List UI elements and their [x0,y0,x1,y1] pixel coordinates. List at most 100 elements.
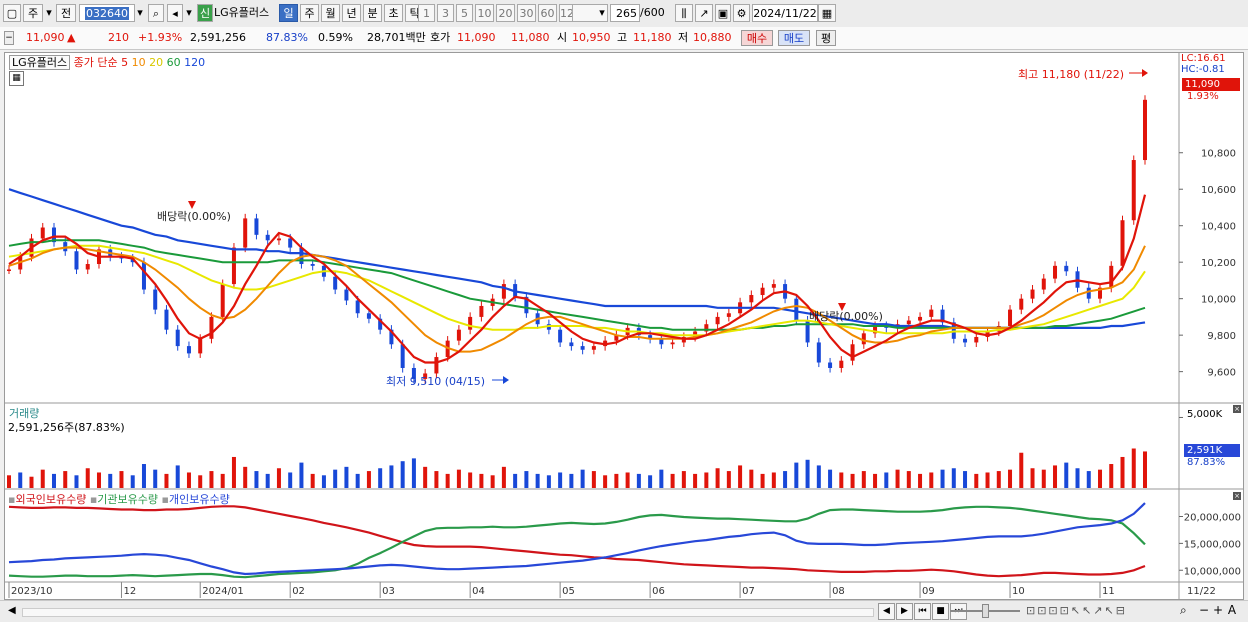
lc-label: LC:16.61 [1181,53,1226,64]
volume-bar [704,472,709,488]
volume-bar [794,462,799,488]
period-tab-4[interactable]: 분 [363,4,382,22]
candle-body [1131,160,1136,221]
minute-tab-30[interactable]: 30 [517,4,536,22]
volume-bar [839,472,844,488]
quote-low: 10,880 [693,31,732,44]
legend-stock-name[interactable]: LG유플러스 [9,55,71,70]
dividend-marker-1 [188,201,196,209]
candle-body [141,262,146,290]
chart-area: 9,600 9,800 10,000 10,200 10,400 10,600 10,800… [4,52,1244,600]
minute-tab-60[interactable]: 60 [538,4,557,22]
holdings-series-0 [8,505,1146,578]
horizontal-scrollbar[interactable] [22,608,874,617]
minute-tab-3[interactable]: 3 [437,4,454,22]
volume-bar [411,458,416,488]
nav-button-0[interactable]: ◀ [878,603,895,620]
candle-body [40,227,45,239]
window-menu-icon[interactable]: ▢ [3,4,21,22]
ma-legend-10[interactable]: 10 [128,56,146,69]
volume-bar [816,465,821,488]
nav-button-3[interactable]: ■ [932,603,949,620]
interval-select[interactable] [572,4,608,22]
moving-average-ma10 [8,245,1146,353]
candle-body [231,247,236,285]
price-ytick-label: 10,400 [1201,222,1236,233]
holdings-legend-1[interactable]: 기관보유수량 [97,493,162,506]
period-tab-1[interactable]: 주 [300,4,319,22]
grid-toggle-icon[interactable]: ▦ [9,71,24,86]
calendar-icon[interactable]: ▦ [818,4,836,22]
drawing-tools-icon[interactable]: ⊡⊡⊡⊡↖↖↗↖⊟ [1026,604,1127,617]
minute-tab-10[interactable]: 10 [475,4,494,22]
period-tab-2[interactable]: 월 [321,4,340,22]
minute-tab-1[interactable]: 1 [418,4,435,22]
scroll-left-icon[interactable]: ◀ [8,605,16,616]
settings-gear-icon[interactable]: ⚙ [733,4,750,22]
market-select[interactable]: 주 [23,4,43,22]
volume-close-icon[interactable]: × [1233,405,1241,413]
volume-bar [400,461,405,488]
ma-legend-20[interactable]: 20 [145,56,164,69]
candle-body [243,218,248,248]
period-tab-0[interactable]: 일 [279,4,298,22]
ma-legend-60[interactable]: 60 [163,56,181,69]
expand-icon[interactable]: − [4,31,14,45]
search-icon[interactable]: ⌕ [148,4,164,22]
date-input[interactable]: 2024/11/22 [752,4,818,22]
ma-legend-120[interactable]: 120 [180,56,206,69]
zoom-search-icon[interactable]: ⌕ [1180,603,1187,617]
volume-bar [276,468,281,488]
candle-body [569,342,574,347]
nav-button-1[interactable]: ▶ [896,603,913,620]
nav-button-2[interactable]: ⏮ [914,603,931,620]
code-dropdown-icon[interactable]: ▾ [137,6,143,19]
interval-dropdown-icon[interactable]: ▾ [599,6,605,19]
zoom-button-2[interactable]: A [1227,603,1237,617]
sell-button[interactable]: 매도 [778,30,810,46]
speaker-icon[interactable]: ◂ [167,4,183,22]
candle-body [974,336,979,343]
holdings-legend-0[interactable]: 외국인보유수량 [15,493,90,506]
volume-bar [1019,452,1024,488]
legend-close-label: 종가 단순 [73,56,118,69]
stock-code-input[interactable]: 032640 [79,4,135,22]
minute-tab-20[interactable]: 20 [496,4,515,22]
save-icon[interactable]: ▣ [715,4,731,22]
speaker-dropdown-icon[interactable]: ▾ [186,6,192,19]
volume-bar [243,466,248,488]
holdings-series-1 [8,505,1146,579]
zoom-slider-handle[interactable] [982,604,989,618]
draw-tool-icon[interactable]: ↗ [695,4,713,22]
candle-body [906,320,911,325]
zoom-button-1[interactable]: + [1212,603,1224,617]
candle-body [164,309,169,330]
candle-body [456,329,461,341]
dropdown-arrow-icon[interactable]: ▾ [46,6,52,19]
holdings-close-icon[interactable]: × [1233,492,1241,500]
volume-bar [1109,464,1114,488]
period-tab-3[interactable]: 년 [342,4,361,22]
price-ytick-label: 9,800 [1207,331,1236,342]
candle-body [1086,287,1091,299]
volume-bar [74,475,79,488]
eval-button[interactable]: 평 [816,30,836,46]
volume-bar [906,471,911,488]
candle-body [659,338,664,345]
volume-bar [344,466,349,488]
zoom-button-0[interactable]: − [1198,603,1210,617]
volume-bar [389,465,394,488]
prefix-select[interactable]: 전 [56,4,76,22]
period-tab-5[interactable]: 초 [384,4,403,22]
candle-body [209,316,214,339]
volume-bar [996,471,1001,488]
candle-body [558,329,563,343]
ma-legend-5[interactable]: 5 [121,56,129,69]
candle-type-icon[interactable]: ⫼ [675,4,693,22]
volume-bar [1041,469,1046,488]
minute-tab-5[interactable]: 5 [456,4,473,22]
buy-button[interactable]: 매수 [741,30,773,46]
holdings-legend-2[interactable]: 개인보유수량 [168,493,230,506]
candle-body [918,316,923,321]
count-input[interactable]: 265 [610,4,640,22]
